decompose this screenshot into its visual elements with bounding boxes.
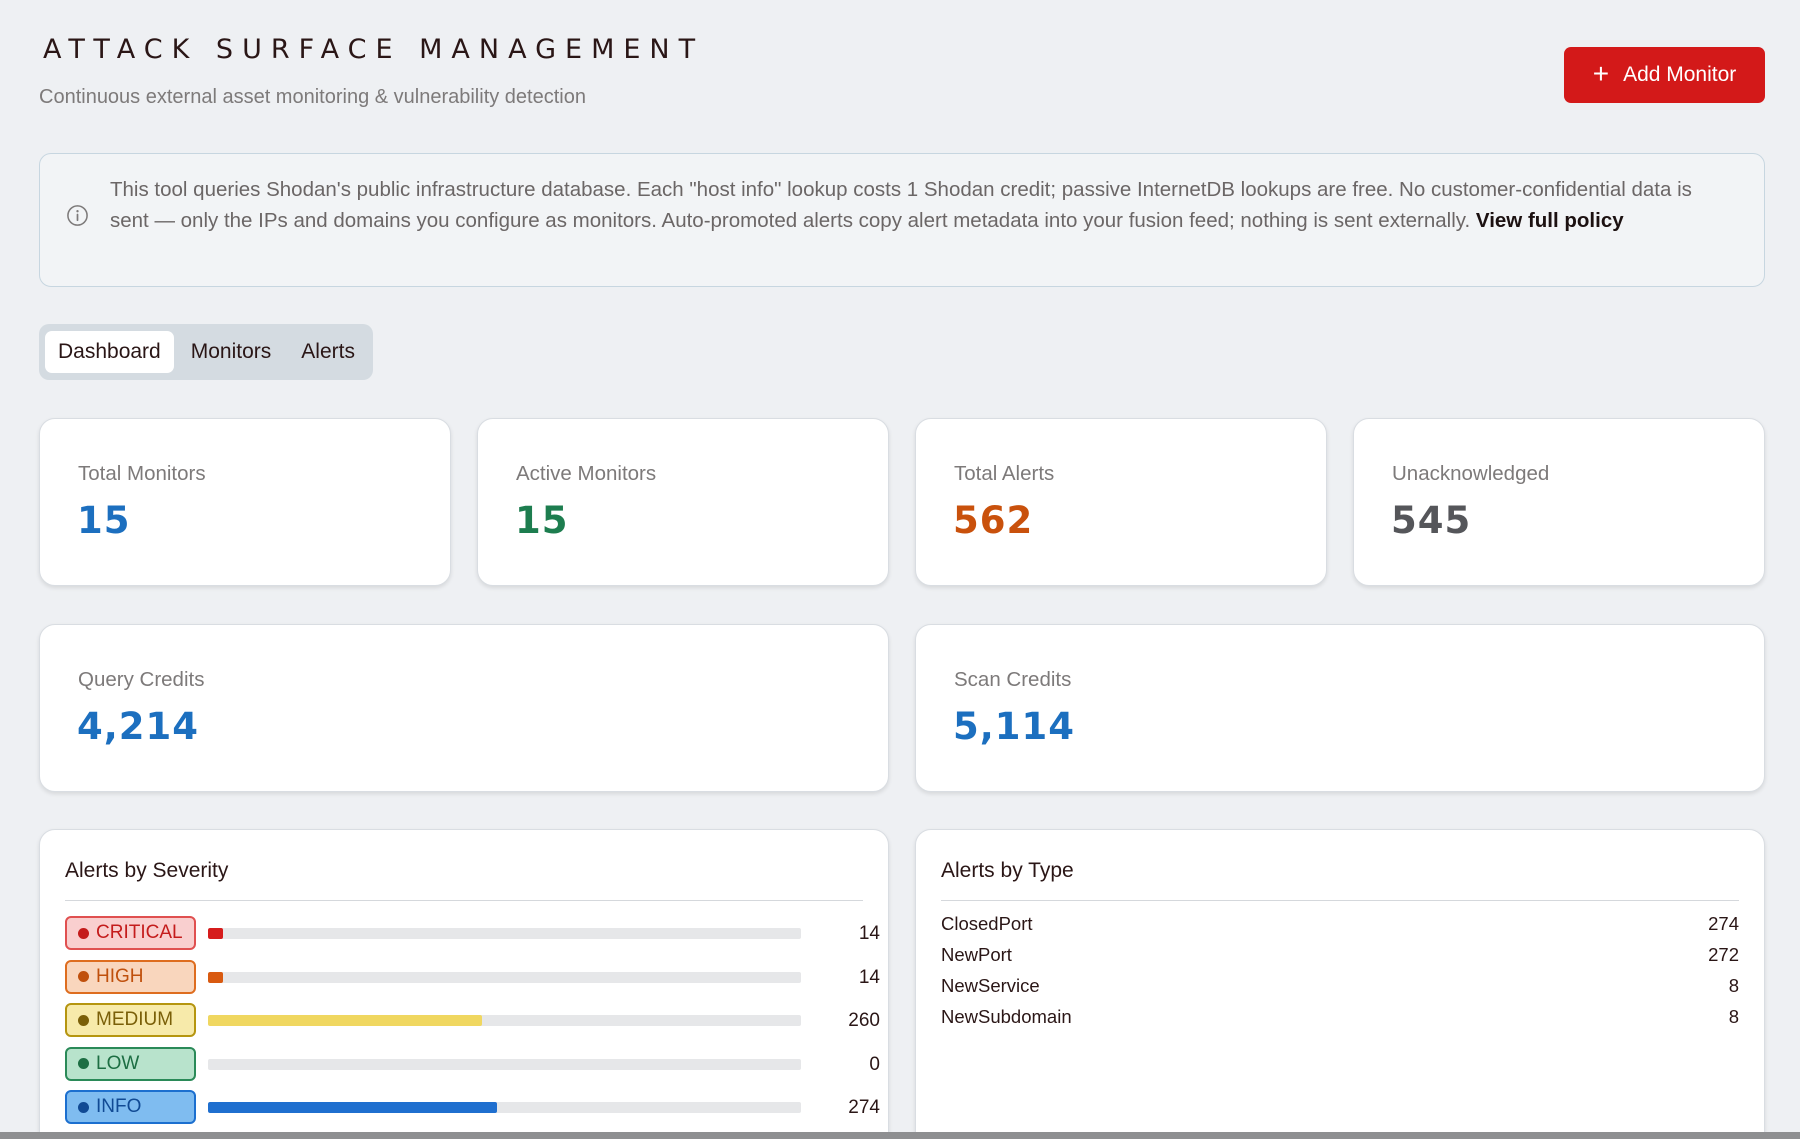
stat-label: Active Monitors — [516, 462, 657, 485]
tab-dashboard[interactable]: Dashboard — [45, 331, 174, 373]
severity-dot-icon — [78, 1101, 89, 1113]
severity-label: CRITICAL — [96, 922, 183, 943]
severity-badge: HIGH — [65, 959, 196, 994]
severity-dot-icon — [78, 971, 89, 982]
notice-text: This tool queries Shodan's public infras… — [110, 178, 1692, 232]
severity-badge: MEDIUM — [65, 1003, 196, 1037]
plus-icon: + — [1592, 57, 1610, 89]
info-icon — [67, 205, 88, 226]
divider — [65, 900, 863, 901]
alerts-by-type-panel: Alerts by Type ClosedPort 274 NewPort 272 Ne… — [915, 829, 1765, 1139]
stat-value: 545 — [1391, 499, 1472, 542]
tab-alerts[interactable]: Alerts — [301, 340, 355, 363]
severity-bar-fill — [208, 928, 223, 939]
alert-type-label: NewSubdomain — [941, 1006, 1072, 1027]
stat-card-total-monitors: Total Monitors 15 — [39, 418, 451, 586]
severity-count: 260 — [848, 1010, 880, 1031]
page-title: Attack Surface Management — [43, 34, 705, 65]
alert-type-count: 8 — [1728, 975, 1739, 996]
stat-label: Total Monitors — [78, 462, 206, 485]
panel-title: Alerts by Severity — [65, 859, 229, 882]
stat-card-total-alerts: Total Alerts 562 — [915, 418, 1327, 586]
page: Attack Surface Management Continuous ext… — [39, 0, 1765, 1139]
alert-type-count: 274 — [1708, 913, 1739, 934]
stat-value: 15 — [77, 499, 131, 542]
severity-bar-fill — [208, 1015, 483, 1026]
add-monitor-label: Add Monitor — [1623, 63, 1737, 86]
stat-label: Unacknowledged — [1392, 462, 1550, 485]
severity-bar-fill — [208, 971, 223, 983]
alert-type-row: ClosedPort 274 — [941, 913, 1739, 939]
severity-count: 14 — [858, 966, 880, 988]
severity-dot-icon — [78, 1014, 89, 1026]
severity-row-critical: CRITICAL 14 — [65, 916, 880, 950]
severity-bar-track — [208, 1102, 801, 1113]
page-header: Attack Surface Management Continuous ext… — [39, 0, 1765, 150]
severity-badge: INFO — [65, 1090, 196, 1124]
tab-bar: Dashboard Monitors Alerts — [39, 324, 373, 380]
stat-value: 5,114 — [953, 705, 1076, 748]
severity-label: INFO — [96, 1096, 142, 1117]
severity-label: MEDIUM — [96, 1009, 174, 1030]
severity-badge: CRITICAL — [65, 916, 196, 950]
alert-type-row: NewSubdomain 8 — [941, 1006, 1739, 1032]
alert-type-label: NewPort — [941, 944, 1012, 965]
severity-row-info: INFO 274 — [65, 1090, 880, 1124]
severity-label: HIGH — [96, 965, 144, 987]
stat-label: Query Credits — [78, 668, 205, 691]
stat-value: 4,214 — [77, 705, 200, 748]
stat-label: Total Alerts — [954, 462, 1055, 485]
severity-label: LOW — [96, 1052, 140, 1074]
severity-count: 274 — [848, 1097, 880, 1118]
policy-notice: This tool queries Shodan's public infras… — [39, 153, 1765, 287]
query-credits-card: Query Credits 4,214 — [39, 624, 889, 792]
stat-card-active-monitors: Active Monitors 15 — [477, 418, 889, 586]
severity-row-medium: MEDIUM 260 — [65, 1003, 880, 1037]
severity-count: 0 — [869, 1053, 880, 1075]
tab-monitors[interactable]: Monitors — [190, 340, 272, 363]
alert-type-count: 272 — [1708, 944, 1739, 965]
severity-row-low: LOW 0 — [65, 1046, 880, 1081]
severity-bar-fill — [208, 1102, 498, 1113]
alert-type-row: NewPort 272 — [941, 944, 1739, 970]
severity-row-high: HIGH 14 — [65, 959, 880, 994]
severity-dot-icon — [78, 1058, 89, 1069]
alert-type-label: ClosedPort — [941, 913, 1033, 934]
stat-label: Scan Credits — [954, 668, 1072, 691]
stat-card-unacknowledged: Unacknowledged 545 — [1353, 418, 1765, 586]
severity-count: 14 — [858, 923, 880, 944]
stat-value: 15 — [515, 499, 569, 542]
page-subtitle: Continuous external asset monitoring & v… — [39, 86, 586, 108]
divider — [941, 900, 1739, 901]
severity-dot-icon — [78, 927, 89, 939]
add-monitor-button[interactable]: + Add Monitor — [1564, 47, 1765, 103]
alert-type-count: 8 — [1728, 1006, 1739, 1027]
severity-bar-track — [208, 928, 801, 939]
severity-bar-track — [208, 1058, 801, 1070]
window-bottom-edge — [0, 1132, 1800, 1139]
severity-bar-track — [208, 1015, 801, 1026]
alert-type-label: NewService — [941, 975, 1040, 996]
severity-bar-track — [208, 971, 801, 983]
view-policy-link[interactable]: View full policy — [1475, 209, 1624, 232]
severity-badge: LOW — [65, 1046, 196, 1081]
stat-value: 562 — [953, 499, 1034, 542]
alerts-by-severity-panel: Alerts by Severity CRITICAL 14 HIGH 14 MEDIU… — [39, 829, 889, 1139]
panel-title: Alerts by Type — [941, 859, 1074, 882]
scan-credits-card: Scan Credits 5,114 — [915, 624, 1765, 792]
alert-type-row: NewService 8 — [941, 975, 1739, 1001]
